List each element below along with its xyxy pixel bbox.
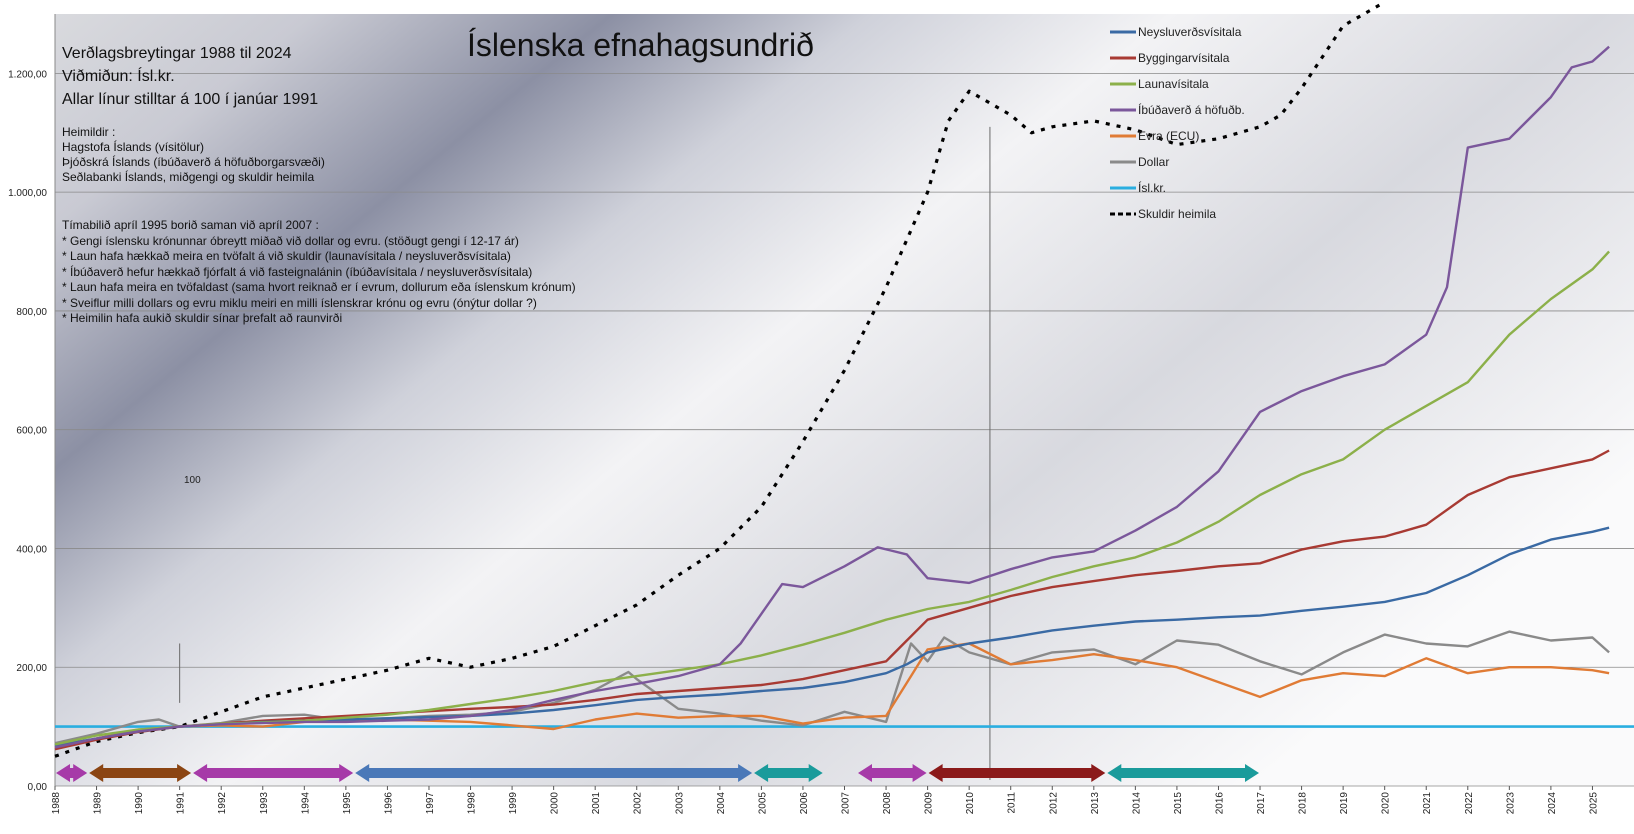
source-line-1: Heimildir : [62, 125, 115, 139]
subtitle-line-2: Viðmiðun: Ísl.kr. [62, 66, 175, 85]
x-tick-label: 2017 [1256, 792, 1267, 815]
marker-label-100: 100 [184, 475, 201, 486]
x-tick-label: 2009 [924, 792, 935, 815]
subtitle-line-1: Verðlagsbreytingar 1988 til 2024 [62, 45, 292, 62]
x-tick-label: 2014 [1131, 792, 1142, 815]
x-tick-label: 1999 [508, 792, 519, 815]
y-tick-label: 1.200,00 [8, 69, 47, 80]
x-tick-label: 2015 [1173, 792, 1184, 815]
x-tick-label: 2008 [882, 792, 893, 815]
x-tick-label: 2005 [757, 792, 768, 815]
y-tick-label: 1.000,00 [8, 188, 47, 199]
x-tick-label: 1993 [259, 792, 270, 815]
x-tick-label: 2016 [1214, 792, 1225, 815]
chart-title: Íslenska efnahagsundrið [467, 27, 814, 63]
x-tick-label: 1988 [51, 792, 62, 815]
x-tick-label: 2006 [799, 792, 810, 815]
legend-label: Evra (ECU) [1138, 129, 1199, 143]
period-arrow [355, 764, 753, 782]
source-line-3: Þjóðskrá Íslands (íbúðaverð á höfuðborga… [62, 154, 325, 169]
x-tick-label: 1991 [176, 792, 187, 815]
plot-background [55, 14, 1634, 786]
note-line-2: * Gengi íslensku krónunnar óbreytt miðað… [62, 234, 519, 248]
period-arrow [928, 764, 1106, 782]
x-tick-label: 2001 [591, 792, 602, 815]
note-line-6: * Sveiflur milli dollars og evru miklu m… [62, 296, 537, 310]
gridlines [54, 14, 1634, 787]
x-tick-label: 2021 [1422, 792, 1433, 815]
source-line-2: Hagstofa Íslands (vísitölur) [62, 139, 204, 154]
y-tick-label: 600,00 [16, 426, 47, 437]
x-tick-label: 2004 [716, 792, 727, 815]
x-tick-label: 2018 [1298, 792, 1309, 815]
legend-label: Byggingarvísitala [1138, 51, 1230, 65]
x-tick-label: 2019 [1339, 792, 1350, 815]
legend: Neysluverðsvísitala Byggingarvísitala Laun… [1110, 25, 1245, 221]
series-line-1 [54, 449, 1610, 751]
x-tick-label: 1989 [93, 792, 104, 815]
period-arrow [754, 764, 823, 782]
x-tick-label: 2022 [1464, 792, 1475, 815]
y-tick-label: 400,00 [16, 544, 47, 555]
x-tick-label: 2012 [1048, 792, 1059, 815]
x-tick-label: 2003 [674, 792, 685, 815]
x-tick-label: 2010 [965, 792, 976, 815]
x-tick-label: 2007 [841, 792, 852, 815]
period-arrow [858, 764, 927, 782]
legend-label: Skuldir heimila [1138, 207, 1216, 221]
period-arrow [193, 764, 354, 782]
legend-label: Neysluverðsvísitala [1138, 25, 1242, 39]
x-tick-label: 2011 [1007, 792, 1018, 814]
note-line-3: * Laun hafa hækkað meira en tvöfalt á vi… [62, 249, 511, 263]
legend-label: Launavísitala [1138, 77, 1209, 91]
x-tick-label: 2023 [1505, 792, 1516, 815]
period-arrows [56, 764, 1259, 782]
note-line-1: Tímabilið apríl 1995 borið saman við apr… [62, 218, 319, 232]
series-line-5 [54, 630, 1610, 745]
x-axis: 1988 1989 1990 1991 1992 1993 1994 1995 1996 1997… [51, 786, 1599, 814]
x-tick-label: 1998 [467, 792, 478, 815]
y-tick-label: 800,00 [16, 307, 47, 318]
series-line-2 [54, 250, 1610, 746]
x-tick-label: 1992 [217, 792, 228, 815]
x-tick-label: 1996 [383, 792, 394, 815]
x-tick-label: 1995 [342, 792, 353, 815]
period-arrow [1107, 764, 1259, 782]
y-axis: 0,00 200,00 400,00 600,00 800,00 1.000,00 1.20… [8, 69, 47, 793]
period-arrow [89, 764, 192, 782]
x-tick-label: 2002 [633, 792, 644, 815]
legend-label: Íbúðaverð á höfuðb. [1138, 102, 1245, 117]
series-line-3 [54, 45, 1610, 749]
x-tick-label: 1990 [134, 792, 145, 815]
x-tick-label: 2000 [550, 792, 561, 815]
x-tick-label: 1994 [300, 792, 311, 815]
y-tick-label: 0,00 [28, 782, 48, 793]
note-line-7: * Heimilin hafa aukið skuldir sínar þref… [62, 311, 342, 325]
x-tick-label: 2013 [1090, 792, 1101, 815]
period-arrow [56, 764, 88, 782]
x-tick-label: 1997 [425, 792, 436, 815]
y-tick-label: 200,00 [16, 663, 47, 674]
legend-label: Ísl.kr. [1138, 180, 1166, 195]
note-line-5: * Laun hafa meira en tvöfaldast (sama hv… [62, 280, 576, 294]
subtitle-line-3: Allar línur stilltar á 100 í janúar 1991 [62, 91, 318, 108]
series-group [54, 0, 1634, 758]
note-line-4: * Íbúðaverð hefur hækkað fjórfalt á við … [62, 264, 532, 279]
legend-label: Dollar [1138, 155, 1169, 169]
x-tick-label: 2020 [1381, 792, 1392, 815]
source-line-4: Seðlabanki Íslands, miðgengi og skuldir … [62, 169, 314, 184]
x-tick-label: 2025 [1588, 792, 1599, 815]
reference-lines [179, 126, 991, 781]
series-line-7 [54, 0, 1386, 758]
x-tick-label: 2024 [1547, 792, 1558, 815]
